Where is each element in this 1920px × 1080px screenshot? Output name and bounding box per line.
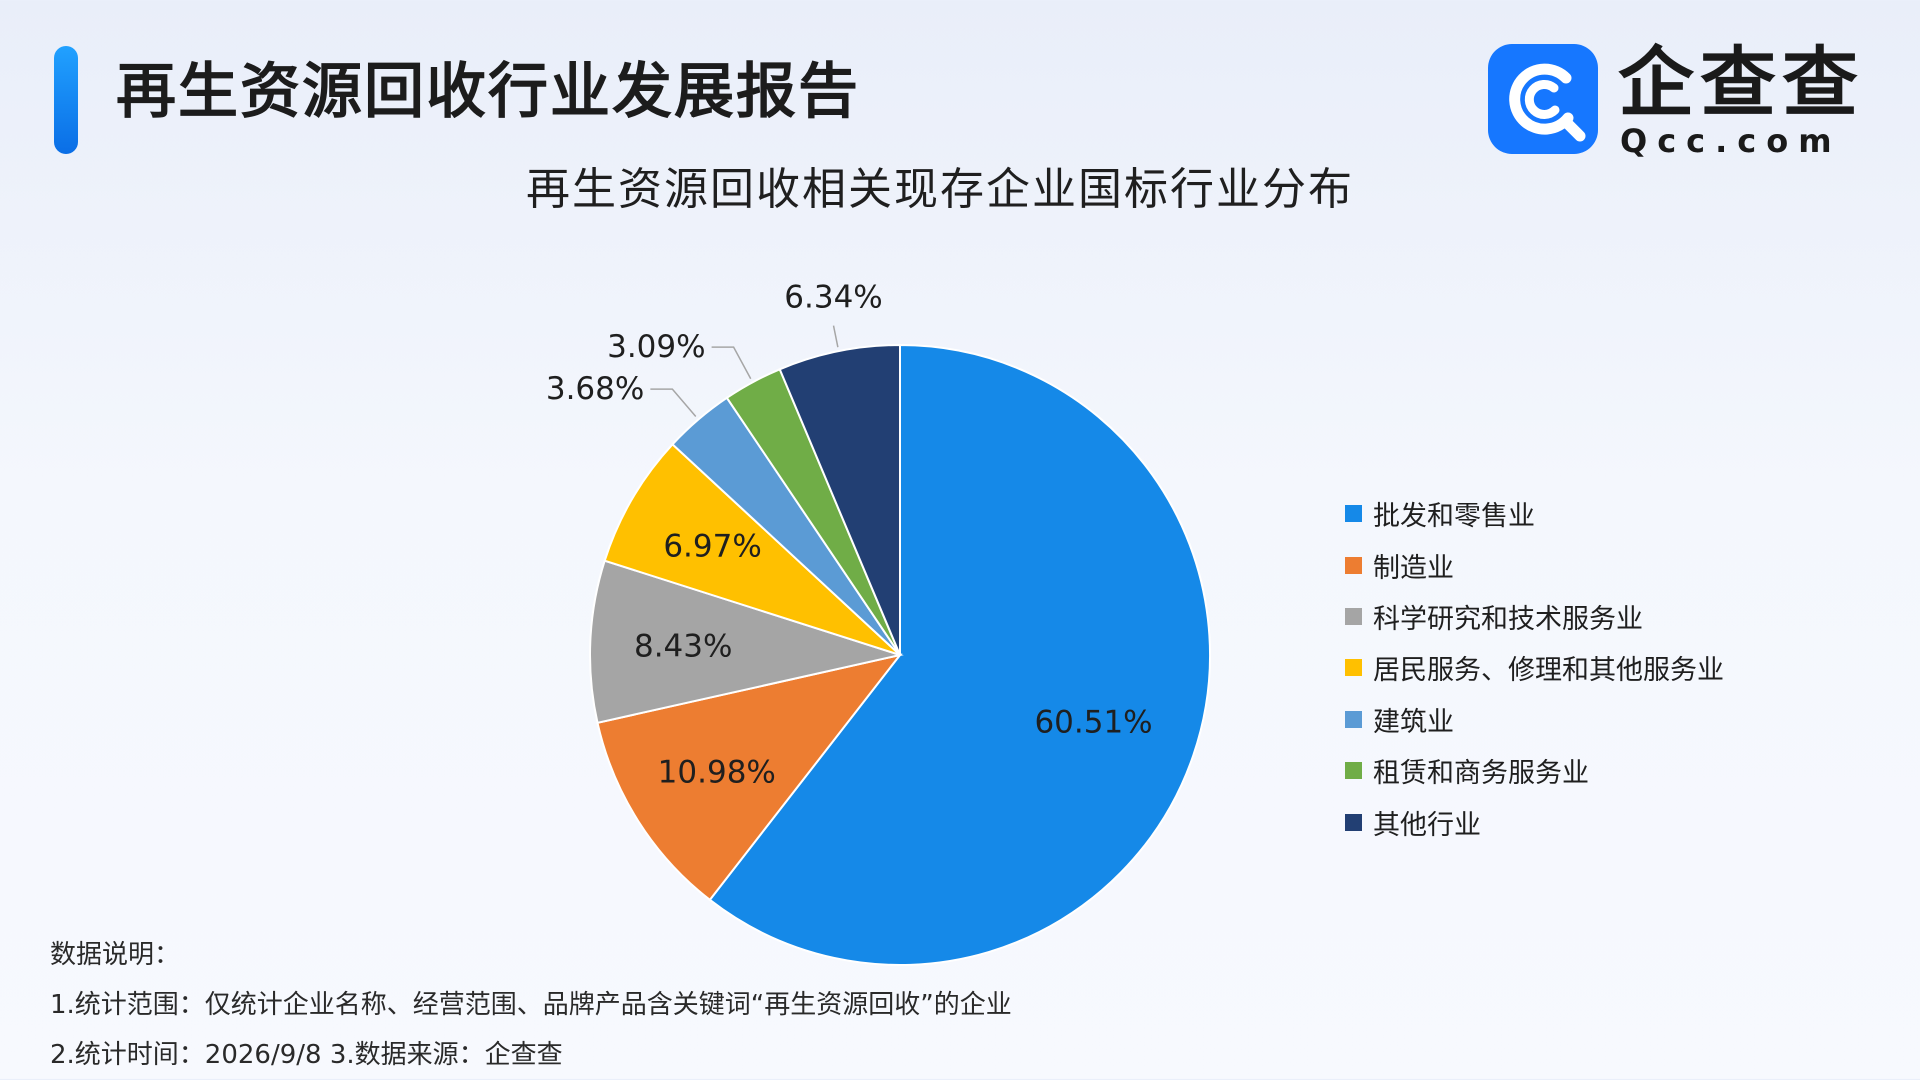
legend-swatch [1345, 556, 1362, 574]
slice-label-2: 8.43% [634, 628, 732, 664]
logo-text: 企查查 [1618, 38, 1864, 127]
leader-line-5 [711, 346, 752, 380]
qcc-logo-icon [1488, 44, 1598, 154]
legend-label: 制造业 [1373, 552, 1454, 584]
legend-swatch [1345, 659, 1362, 677]
legend-label: 科学研究和技术服务业 [1373, 603, 1643, 635]
pie-slice-0 [708, 343, 1211, 966]
qcc-logo: 企查查 Qcc.com [1488, 38, 1858, 160]
legend-item-2: 科学研究和技术服务业 [1345, 591, 1724, 642]
slice-label-6: 6.34% [784, 280, 882, 316]
legend-label: 批发和零售业 [1373, 501, 1535, 533]
legend-item-0: 批发和零售业 [1345, 488, 1724, 539]
data-notes: 数据说明： 1.统计范围：仅统计企业名称、经营范围、品牌产品含关键词“再生资源回… [50, 930, 1012, 1080]
notes-time-source: 2.统计时间：2026/9/8 3.数据来源：企查查 [50, 1040, 563, 1070]
legend-item-3: 居民服务、修理和其他服务业 [1345, 642, 1724, 693]
legend-label: 居民服务、修理和其他服务业 [1373, 655, 1724, 687]
slice-label-4: 3.68% [546, 371, 644, 407]
legend-swatch [1345, 710, 1362, 728]
chart-title: 再生资源回收相关现存企业国标行业分布 [526, 164, 1354, 215]
pie-slice-2 [589, 559, 904, 725]
legend-swatch [1345, 762, 1362, 780]
legend-label: 建筑业 [1373, 706, 1454, 738]
pie-slice-6 [778, 343, 901, 656]
slice-label-0: 60.51% [1034, 704, 1152, 740]
slice-label-1: 10.98% [658, 754, 776, 790]
logo-subtext: Qcc.com [1620, 122, 1842, 160]
slice-label-3: 6.97% [663, 529, 761, 565]
legend-item-1: 制造业 [1345, 539, 1724, 590]
notes-heading: 数据说明： [50, 940, 181, 970]
legend-label: 其他行业 [1373, 809, 1481, 841]
leader-line-6 [832, 325, 839, 348]
title-accent-bar [54, 46, 78, 154]
slice-label-5: 3.09% [607, 329, 705, 365]
pie-slice-1 [596, 653, 903, 902]
legend-swatch [1345, 813, 1362, 831]
pie-slice-3 [603, 442, 901, 656]
legend-swatch [1345, 505, 1362, 523]
legend-item-4: 建筑业 [1345, 694, 1724, 745]
leader-line-4 [650, 388, 697, 417]
legend-item-5: 租赁和商务服务业 [1345, 745, 1724, 796]
legend-swatch [1345, 607, 1362, 625]
legend-label: 租赁和商务服务业 [1373, 758, 1589, 790]
legend-item-6: 其他行业 [1345, 796, 1724, 847]
notes-scope: 1.统计范围：仅统计企业名称、经营范围、品牌产品含关键词“再生资源回收”的企业 [50, 990, 1012, 1020]
report-title: 再生资源回收行业发展报告 [116, 57, 860, 127]
chart-legend: 批发和零售业 制造业科学研究和技术服务业居民服务、修理和其他服务业 建筑业租赁和商务… [1345, 488, 1724, 848]
